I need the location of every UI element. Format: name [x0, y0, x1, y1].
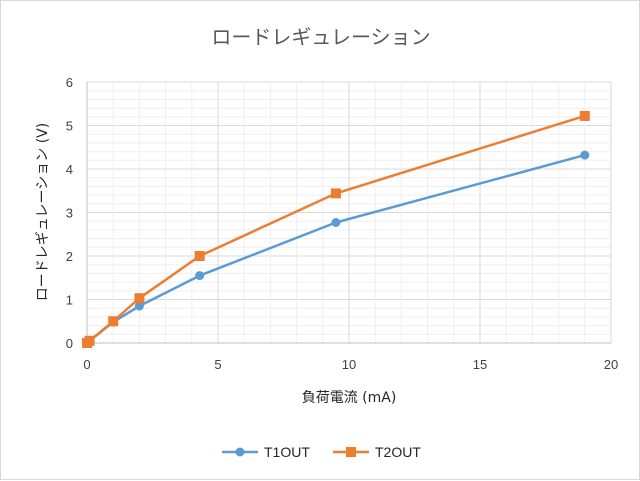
- x-axis-title: 負荷電流 (mA): [302, 390, 397, 406]
- legend-item-t1out: T1OUT: [222, 444, 310, 460]
- y-axis-title: ロードレギュレーション (V): [35, 123, 51, 301]
- x-tick-labels: 0 5 10 15 20: [83, 357, 618, 372]
- data-point: [330, 188, 341, 199]
- y-tick-label: 4: [66, 162, 73, 177]
- x-tick-label: 15: [473, 357, 487, 372]
- y-tick-label: 5: [66, 119, 73, 134]
- axes: [86, 82, 611, 344]
- legend-marker: [346, 447, 356, 457]
- legend-marker: [235, 447, 245, 457]
- series-t1out: [82, 150, 590, 348]
- series-line: [86, 153, 586, 344]
- y-tick-label: 2: [66, 249, 73, 264]
- y-tick-label: 6: [66, 75, 73, 90]
- data-point: [580, 150, 590, 160]
- series-layer: [82, 110, 590, 348]
- data-point: [331, 218, 341, 228]
- data-point: [134, 293, 145, 304]
- data-point: [108, 316, 119, 327]
- data-point: [194, 251, 205, 261]
- y-tick-labels: 0 1 2 3 4 5 6: [66, 75, 73, 351]
- x-tick-label: 0: [83, 357, 90, 372]
- legend-label: T2OUT: [375, 444, 421, 460]
- chart-title: ロードレギュレーション: [211, 25, 430, 49]
- x-tick-label: 20: [604, 357, 618, 372]
- data-point: [84, 335, 95, 346]
- legend-item-t2out: T2OUT: [333, 444, 421, 460]
- data-point: [195, 271, 205, 281]
- data-point: [579, 110, 590, 121]
- y-tick-label: 3: [66, 206, 73, 221]
- x-tick-label: 5: [214, 357, 221, 372]
- legend: T1OUT T2OUT: [222, 444, 421, 460]
- data-point: [134, 301, 144, 311]
- legend-label: T1OUT: [264, 444, 310, 460]
- y-tick-label: 1: [66, 293, 73, 308]
- grid: [86, 81, 612, 344]
- x-tick-label: 10: [342, 357, 356, 372]
- series-t2out: [82, 110, 590, 348]
- y-tick-label: 0: [66, 336, 73, 351]
